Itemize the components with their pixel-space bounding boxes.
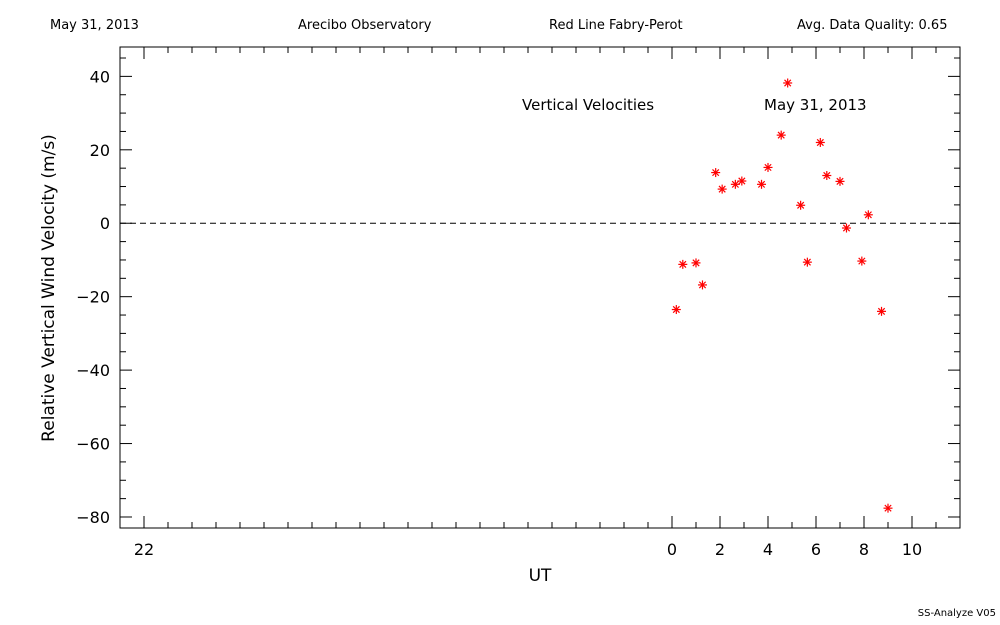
y-axis-label: Relative Vertical Wind Velocity (m/s) bbox=[39, 134, 59, 442]
data-point bbox=[877, 306, 887, 316]
x-tick-label: 10 bbox=[902, 540, 922, 559]
data-point bbox=[678, 259, 688, 269]
header-observatory: Arecibo Observatory bbox=[298, 18, 432, 33]
data-points bbox=[671, 78, 893, 513]
x-tick-labels: 22 0 2 4 6 8 10 bbox=[134, 540, 922, 559]
y-tick-label: 0 bbox=[100, 214, 110, 233]
y-tick-label: 40 bbox=[90, 67, 110, 86]
data-point bbox=[776, 130, 786, 140]
data-point bbox=[883, 503, 893, 513]
data-point bbox=[757, 179, 767, 189]
data-point bbox=[835, 176, 845, 186]
data-point bbox=[796, 200, 806, 210]
data-point bbox=[763, 162, 773, 172]
data-point bbox=[815, 137, 825, 147]
y-tick-labels: 40 20 0 −20 −40 −60 −80 bbox=[76, 67, 110, 527]
plot-frame bbox=[119, 46, 961, 529]
data-point bbox=[671, 305, 681, 315]
x-axis-label: UT bbox=[529, 566, 552, 586]
minor-ticks bbox=[119, 47, 961, 528]
x-tick-label: 0 bbox=[667, 540, 677, 559]
header-instrument: Red Line Fabry-Perot bbox=[549, 18, 683, 33]
x-tick-label: 4 bbox=[763, 540, 773, 559]
data-point bbox=[857, 256, 867, 266]
chart-title: Vertical Velocities bbox=[522, 96, 654, 114]
y-tick-label: −40 bbox=[76, 361, 110, 380]
data-point bbox=[717, 184, 727, 194]
header-date: May 31, 2013 bbox=[50, 18, 139, 33]
data-point bbox=[783, 78, 793, 88]
x-tick-label: 22 bbox=[134, 540, 154, 559]
major-ticks bbox=[120, 47, 960, 528]
y-tick-label: −60 bbox=[76, 435, 110, 454]
data-point bbox=[730, 179, 740, 189]
y-tick-label: −80 bbox=[76, 508, 110, 527]
data-point bbox=[863, 210, 873, 220]
software-version: SS-Analyze V05 bbox=[917, 608, 996, 619]
header-data-quality: Avg. Data Quality: 0.65 bbox=[797, 18, 948, 33]
y-tick-label: 20 bbox=[90, 141, 110, 160]
data-point bbox=[841, 223, 851, 233]
data-point bbox=[802, 257, 812, 267]
data-point bbox=[691, 258, 701, 268]
data-point bbox=[737, 176, 747, 186]
data-point bbox=[697, 280, 707, 290]
x-tick-label: 2 bbox=[715, 540, 725, 559]
x-tick-label: 6 bbox=[811, 540, 821, 559]
data-point bbox=[822, 171, 832, 181]
y-tick-label: −20 bbox=[76, 288, 110, 307]
data-point bbox=[711, 168, 721, 178]
chart-date-annotation: May 31, 2013 bbox=[764, 96, 867, 114]
x-tick-label: 8 bbox=[859, 540, 869, 559]
